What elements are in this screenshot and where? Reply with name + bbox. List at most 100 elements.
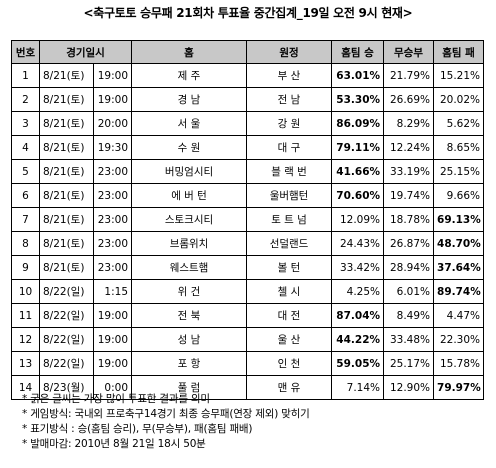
cell-draw: 26.87% [383,231,435,256]
note-bold: * 굵은 글씨는 가장 많이 투표한 결과를 의미 [22,393,210,405]
cell-away: 볼 턴 [246,255,333,280]
cell-date: 8/21(토) [39,255,94,280]
table-row: 9 8/21(토) 23:00 웨스트햄 볼 턴 33.42% 28.94% 37.64% [11,255,485,280]
cell-away: 강 원 [246,111,333,136]
cell-draw: 21.79% [383,63,435,88]
cell-time: 19:00 [92,303,133,328]
header-home: 홈 [131,40,248,64]
cell-no: 8 [11,231,40,256]
cell-date: 8/21(토) [39,207,94,232]
cell-home: 전 북 [131,303,248,328]
cell-home: 브롬위치 [131,231,248,256]
cell-home-win: 86.09% [331,111,385,136]
cell-away: 부 산 [246,63,333,88]
header-away: 원정 [246,40,333,64]
cell-home-win: 53.30% [331,87,385,112]
header-home-loss: 홈팀 패 [433,40,485,64]
cell-away: 대 전 [246,303,333,328]
vote-rate-table: 번호 경기일시 홈 원정 홈팀 승 무승부 홈팀 패 1 8/21(토) 19:00… [11,40,485,400]
cell-date: 8/23(월) [39,375,94,400]
cell-away: 첼 시 [246,279,333,304]
table-row: 7 8/21(토) 23:00 스토크시티 토 트 넘 12.09% 18.78% 69.13… [11,207,485,232]
cell-home-win: 33.42% [331,255,385,280]
cell-home-win: 4.25% [331,279,385,304]
cell-away: 전 남 [246,87,333,112]
cell-home-loss: 79.97% [433,375,485,400]
cell-home-win: 41.66% [331,159,385,184]
cell-draw: 6.01% [383,279,435,304]
cell-home-loss: 5.62% [433,111,485,136]
cell-time: 23:00 [92,183,133,208]
cell-home: 경 남 [131,87,248,112]
header-home-win: 홈팀 승 [331,40,385,64]
cell-draw: 19.74% [383,183,435,208]
note-deadline: * 발매마감: 2010년 8월 21일 18시 50분 [22,438,206,450]
cell-home-loss: 8.65% [433,135,485,160]
cell-date: 8/22(일) [39,351,94,376]
cell-date: 8/22(일) [39,279,94,304]
cell-home-win: 7.14% [331,375,385,400]
cell-home-loss: 48.70% [433,231,485,256]
cell-home-loss: 15.21% [433,63,485,88]
cell-home-win: 87.04% [331,303,385,328]
cell-no: 14 [11,375,40,400]
table-row: 5 8/21(토) 23:00 버밍엄시티 블 랙 번 41.66% 33.19% 25.15… [11,159,485,184]
cell-date: 8/22(일) [39,327,94,352]
cell-home: 성 남 [131,327,248,352]
cell-draw: 33.48% [383,327,435,352]
cell-time: 1:15 [92,279,133,304]
cell-home: 제 주 [131,63,248,88]
cell-away: 선덜랜드 [246,231,333,256]
cell-home: 버밍엄시티 [131,159,248,184]
cell-draw: 8.29% [383,111,435,136]
cell-home-win: 70.60% [331,183,385,208]
cell-no: 4 [11,135,40,160]
cell-draw: 12.24% [383,135,435,160]
cell-home-win: 44.22% [331,327,385,352]
cell-home-win: 12.09% [331,207,385,232]
cell-home: 포 항 [131,351,248,376]
table-row: 6 8/21(토) 23:00 에 버 턴 울버햄턴 70.60% 19.74% 9.66% [11,183,485,208]
cell-no: 13 [11,351,40,376]
cell-away: 블 랙 번 [246,159,333,184]
cell-time: 23:00 [92,159,133,184]
cell-home: 웨스트햄 [131,255,248,280]
cell-home-loss: 89.74% [433,279,485,304]
cell-home-loss: 20.02% [433,87,485,112]
cell-time: 19:00 [92,87,133,112]
cell-home: 스토크시티 [131,207,248,232]
cell-draw: 12.90% [383,375,435,400]
cell-no: 10 [11,279,40,304]
cell-home-loss: 22.30% [433,327,485,352]
cell-no: 9 [11,255,40,280]
cell-time: 19:00 [92,327,133,352]
cell-time: 19:00 [92,351,133,376]
cell-date: 8/21(토) [39,183,94,208]
cell-no: 3 [11,111,40,136]
cell-date: 8/21(토) [39,135,94,160]
cell-draw: 28.94% [383,255,435,280]
cell-no: 5 [11,159,40,184]
cell-date: 8/21(토) [39,159,94,184]
cell-draw: 8.49% [383,303,435,328]
cell-no: 12 [11,327,40,352]
notes: * 굵은 글씨는 가장 많이 투표한 결과를 의미 * 게임방식: 국내외 프로… [22,392,310,452]
cell-home-win: 59.05% [331,351,385,376]
cell-home-loss: 4.47% [433,303,485,328]
cell-no: 11 [11,303,40,328]
cell-home-loss: 9.66% [433,183,485,208]
cell-home-win: 63.01% [331,63,385,88]
cell-time: 0:00 [92,375,133,400]
cell-date: 8/21(토) [39,87,94,112]
cell-time: 23:00 [92,255,133,280]
note-game-method: * 게임방식: 국내외 프로축구14경기 최종 승무패(연장 제외) 맞히기 [22,408,310,420]
cell-away: 울버햄턴 [246,183,333,208]
cell-home-loss: 25.15% [433,159,485,184]
cell-home: 수 원 [131,135,248,160]
